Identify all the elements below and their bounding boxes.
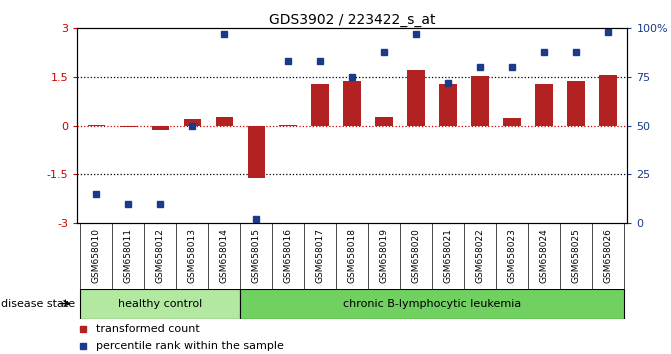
Text: transformed count: transformed count — [97, 324, 200, 333]
Text: GSM658021: GSM658021 — [444, 228, 453, 283]
Text: healthy control: healthy control — [118, 298, 203, 309]
Bar — [81, 289, 240, 319]
Bar — [215, 116, 233, 126]
Bar — [184, 119, 201, 126]
Text: GSM658024: GSM658024 — [539, 228, 549, 283]
Bar — [344, 81, 361, 126]
Bar — [248, 126, 265, 178]
Bar — [472, 76, 489, 126]
Text: GSM658010: GSM658010 — [92, 228, 101, 283]
Title: GDS3902 / 223422_s_at: GDS3902 / 223422_s_at — [269, 13, 435, 27]
Text: GSM658013: GSM658013 — [188, 228, 197, 283]
Text: GSM658018: GSM658018 — [348, 228, 357, 283]
Bar — [152, 126, 169, 130]
Text: percentile rank within the sample: percentile rank within the sample — [97, 341, 285, 351]
Text: GSM658025: GSM658025 — [572, 228, 580, 283]
Text: GSM658022: GSM658022 — [476, 228, 484, 283]
Text: chronic B-lymphocytic leukemia: chronic B-lymphocytic leukemia — [343, 298, 521, 309]
Text: GSM658014: GSM658014 — [220, 228, 229, 283]
Text: GSM658017: GSM658017 — [316, 228, 325, 283]
Bar — [407, 70, 425, 126]
Text: GSM658011: GSM658011 — [124, 228, 133, 283]
Text: disease state: disease state — [1, 298, 75, 309]
Text: GSM658026: GSM658026 — [604, 228, 613, 283]
Text: GSM658019: GSM658019 — [380, 228, 389, 283]
Bar — [280, 125, 297, 126]
Bar — [535, 84, 553, 126]
Text: GSM658020: GSM658020 — [412, 228, 421, 283]
Bar — [503, 118, 521, 126]
Text: GSM658023: GSM658023 — [508, 228, 517, 283]
Bar — [240, 289, 624, 319]
Bar — [87, 125, 105, 126]
Bar — [599, 75, 617, 126]
Text: GSM658016: GSM658016 — [284, 228, 293, 283]
Text: GSM658012: GSM658012 — [156, 228, 165, 283]
Bar — [568, 81, 585, 126]
Bar — [376, 116, 393, 126]
Bar — [311, 84, 329, 126]
Text: GSM658015: GSM658015 — [252, 228, 261, 283]
Bar — [119, 126, 137, 127]
Bar — [440, 84, 457, 126]
